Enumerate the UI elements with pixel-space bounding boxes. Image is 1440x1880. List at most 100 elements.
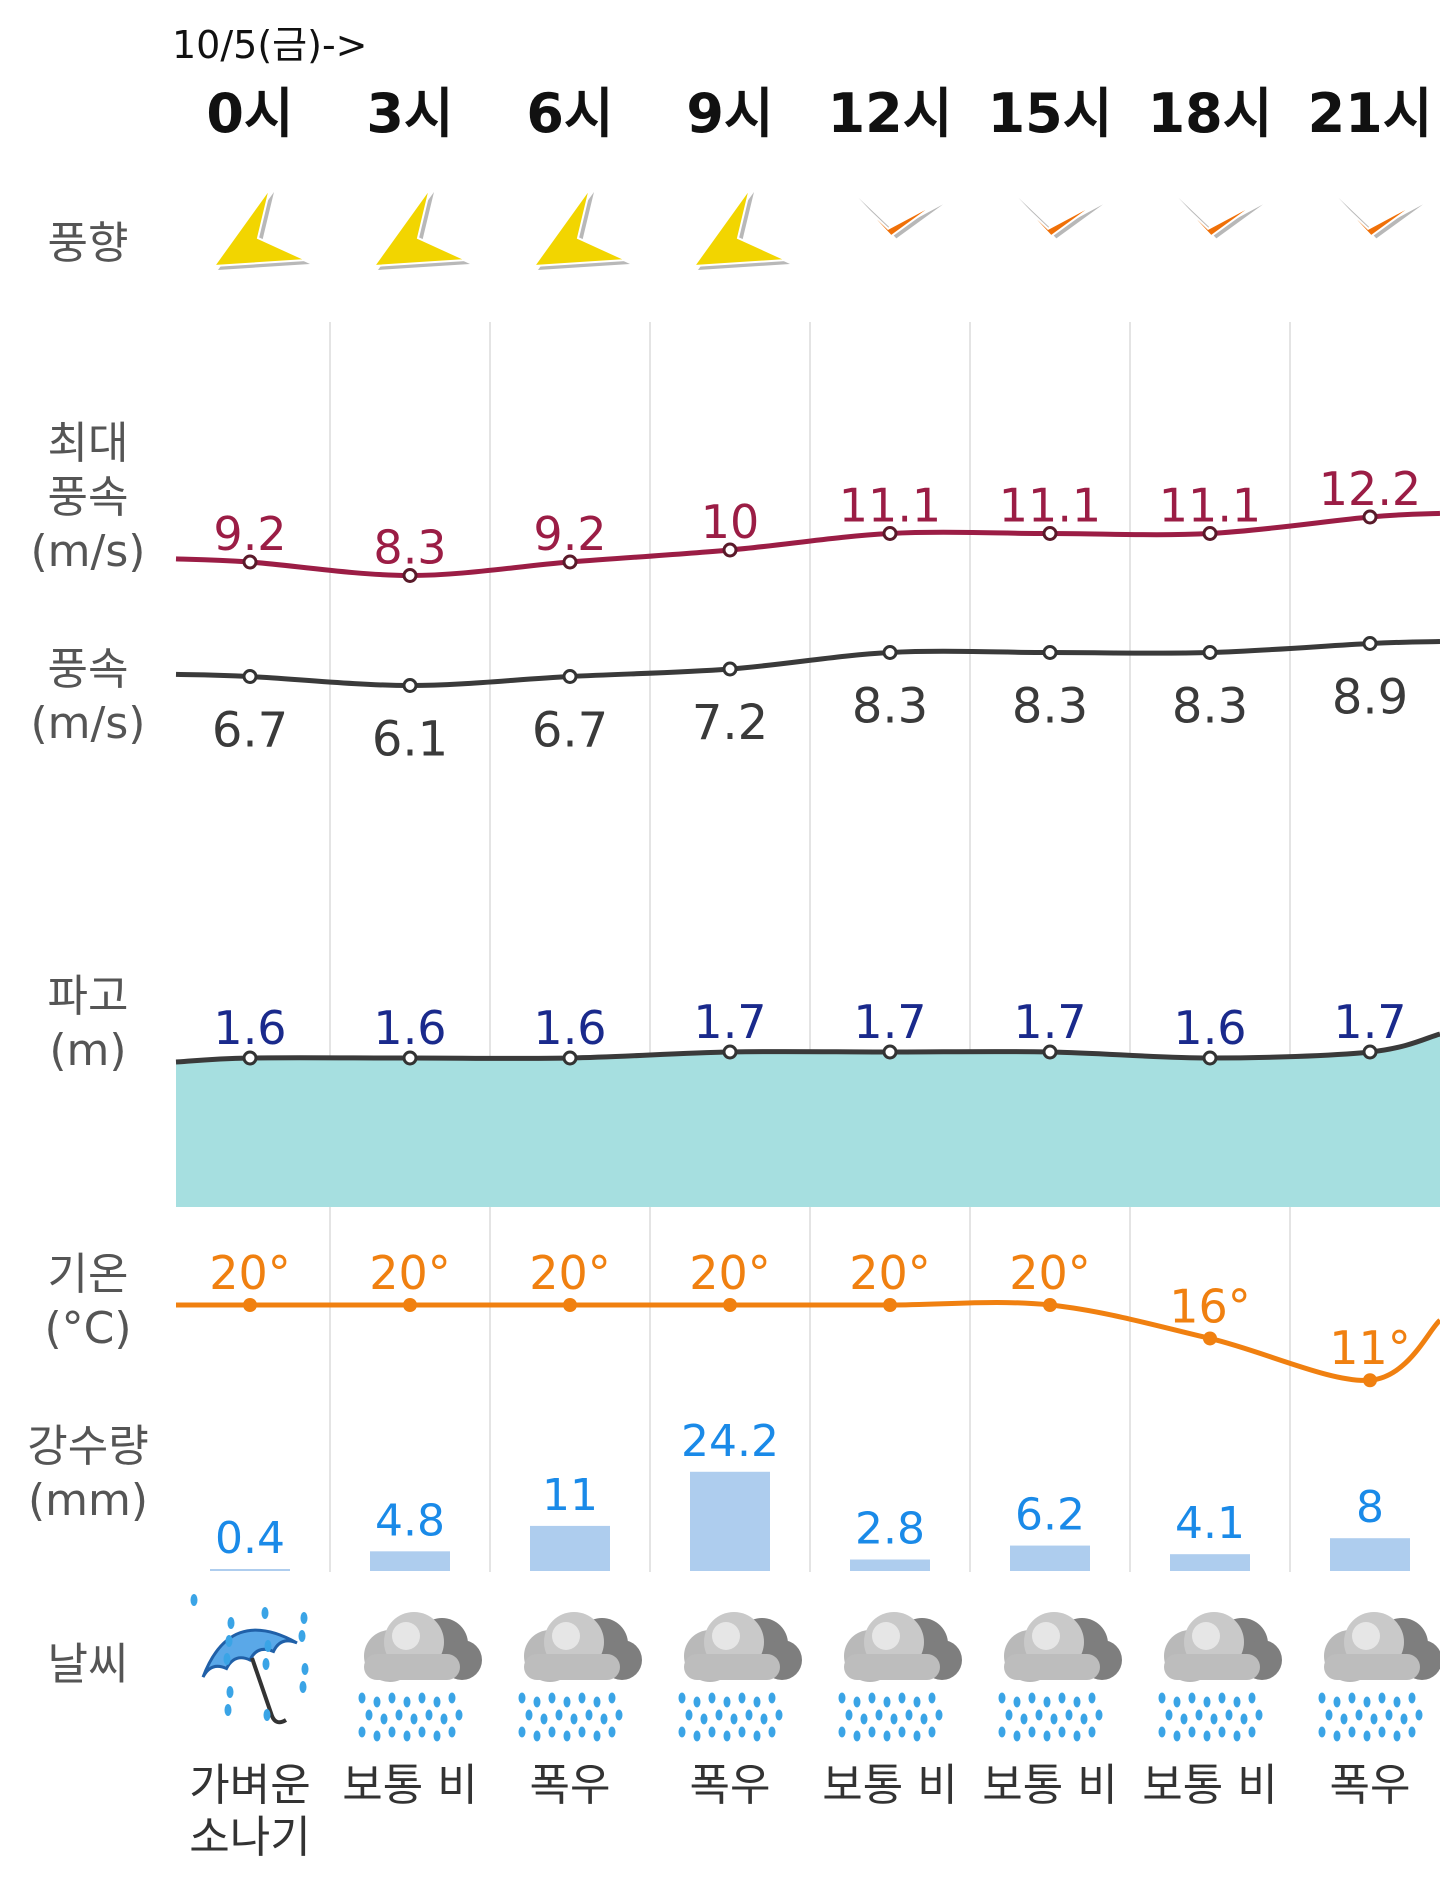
- precipitation-label: 강수량 (mm): [27, 1421, 149, 1526]
- wind-speed-value: 8.9: [1332, 670, 1408, 726]
- rain-cloud-icon: [1158, 1612, 1282, 1742]
- max-wind-speed-value: 12.2: [1319, 462, 1421, 516]
- temperature-value: 20°: [369, 1246, 451, 1300]
- precipitation-value: 4.1: [1175, 1498, 1245, 1549]
- wind-speed-line: [175, 639, 1440, 689]
- weather-description: 보통 비: [1142, 1760, 1277, 1811]
- hour-label: 6시: [526, 82, 613, 145]
- precipitation-bar: [210, 1569, 290, 1571]
- wind-speed-point: [1202, 645, 1218, 660]
- orange-arrow-icon: [1332, 194, 1424, 239]
- rain-cloud-icon: [998, 1612, 1122, 1742]
- max-wind-speed-point: [402, 568, 418, 583]
- hour-label: 9시: [686, 82, 773, 145]
- wind-speed-point: [562, 669, 578, 684]
- hour-label: 21시: [1308, 82, 1433, 145]
- wind-speed-point: [1362, 636, 1378, 651]
- weather-description: 가벼운 소나기: [189, 1760, 310, 1863]
- max-wind-speed-point: [562, 554, 578, 570]
- wind-speed-value: 6.7: [212, 703, 288, 759]
- wave-height-value: 1.6: [1173, 1001, 1246, 1055]
- yellow-arrow-icon: [691, 187, 790, 270]
- weather-description: 보통 비: [822, 1760, 957, 1811]
- max-wind-speed-value: 9.2: [213, 507, 286, 561]
- temperature-value: 20°: [529, 1246, 611, 1300]
- precipitation-bar: [1010, 1545, 1090, 1571]
- max-wind-speed-point: [1042, 526, 1058, 541]
- wind-speed-value: 6.7: [532, 703, 608, 759]
- wind-speed-label: 풍속 (m/s): [30, 644, 146, 749]
- wave-area: [176, 1034, 1440, 1207]
- hour-label: 0시: [206, 82, 293, 145]
- yellow-arrow-icon: [531, 187, 630, 270]
- wind-speed-point: [722, 661, 738, 677]
- rain-cloud-icon: [358, 1612, 482, 1742]
- hour-label: 15시: [988, 82, 1113, 145]
- temperature-point: [883, 1298, 897, 1312]
- max-wind-speed-value: 11.1: [999, 479, 1101, 533]
- wind-speed-point: [1042, 645, 1058, 660]
- wind-speed-value: 7.2: [692, 695, 768, 751]
- wave-height-value: 1.6: [213, 1001, 286, 1055]
- temperature-point: [403, 1298, 417, 1312]
- temperature-line: [176, 1300, 1440, 1383]
- weather-label: 날씨: [47, 1639, 129, 1690]
- rain-cloud-icon: [518, 1612, 642, 1742]
- max-wind-speed-value: 11.1: [1159, 479, 1261, 533]
- precipitation-bar: [530, 1525, 610, 1571]
- max-wind-speed-value: 10: [701, 495, 760, 549]
- temperature-label: 기온 (°C): [44, 1249, 132, 1354]
- weather-description: 폭우: [530, 1760, 611, 1811]
- precipitation-bar: [1330, 1538, 1410, 1571]
- wind-speed-value: 8.3: [1172, 679, 1248, 735]
- max-wind-speed-value: 9.2: [533, 507, 606, 561]
- precipitation-value: 0.4: [215, 1513, 285, 1564]
- wave-height-point: [882, 1044, 898, 1060]
- precipitation-value: 6.2: [1015, 1490, 1085, 1541]
- wave-height-point: [722, 1044, 738, 1060]
- precipitation-value: 2.8: [855, 1504, 925, 1555]
- max-wind-speed-label: 최대 풍속 (m/s): [30, 418, 146, 577]
- yellow-arrow-icon: [211, 187, 310, 270]
- wave-height-value: 1.7: [853, 995, 926, 1049]
- temperature-value: 20°: [1009, 1246, 1091, 1300]
- wave-height-label: 파고 (m): [47, 971, 129, 1076]
- max-wind-speed-point: [882, 526, 898, 541]
- temperature-value: 20°: [689, 1246, 771, 1300]
- max-wind-speed-value: 11.1: [839, 479, 941, 533]
- max-wind-speed-point: [722, 542, 738, 558]
- temperature-point: [1203, 1331, 1217, 1346]
- precipitation-value: 8: [1356, 1482, 1384, 1533]
- date-label: 10/5(금)->: [172, 23, 368, 67]
- temperature-point: [1363, 1373, 1377, 1388]
- orange-arrow-icon: [852, 194, 944, 239]
- precipitation-bar: [850, 1559, 930, 1571]
- umbrella-rain-icon: [190, 1594, 309, 1725]
- temperature-value: 20°: [209, 1246, 291, 1300]
- wind-speed-value: 6.1: [372, 712, 448, 768]
- wind-speed-value: 8.3: [1012, 679, 1088, 735]
- hour-label: 12시: [828, 82, 953, 145]
- max-wind-speed-line: [175, 510, 1440, 579]
- temperature-point: [563, 1298, 577, 1312]
- rain-cloud-icon: [838, 1612, 962, 1742]
- rain-cloud-icon: [1318, 1612, 1440, 1742]
- max-wind-speed-point: [1362, 509, 1378, 525]
- precipitation-bar: [1170, 1554, 1250, 1571]
- wave-height-value: 1.7: [1013, 995, 1086, 1049]
- weather-description: 보통 비: [982, 1760, 1117, 1811]
- wave-height-value: 1.7: [693, 995, 766, 1049]
- max-wind-speed-value: 8.3: [373, 521, 446, 575]
- wind-speed-point: [882, 645, 898, 660]
- wave-height-point: [562, 1050, 578, 1066]
- rain-cloud-icon: [678, 1612, 802, 1742]
- wind-speed-value: 8.3: [852, 679, 928, 735]
- wave-height-point: [1042, 1044, 1058, 1060]
- wave-height-value: 1.7: [1333, 995, 1406, 1049]
- temperature-value: 20°: [849, 1246, 931, 1300]
- temperature-point: [723, 1298, 737, 1312]
- hour-label: 18시: [1148, 82, 1273, 145]
- wind-direction-label: 풍향: [47, 218, 129, 269]
- yellow-arrow-icon: [371, 187, 470, 270]
